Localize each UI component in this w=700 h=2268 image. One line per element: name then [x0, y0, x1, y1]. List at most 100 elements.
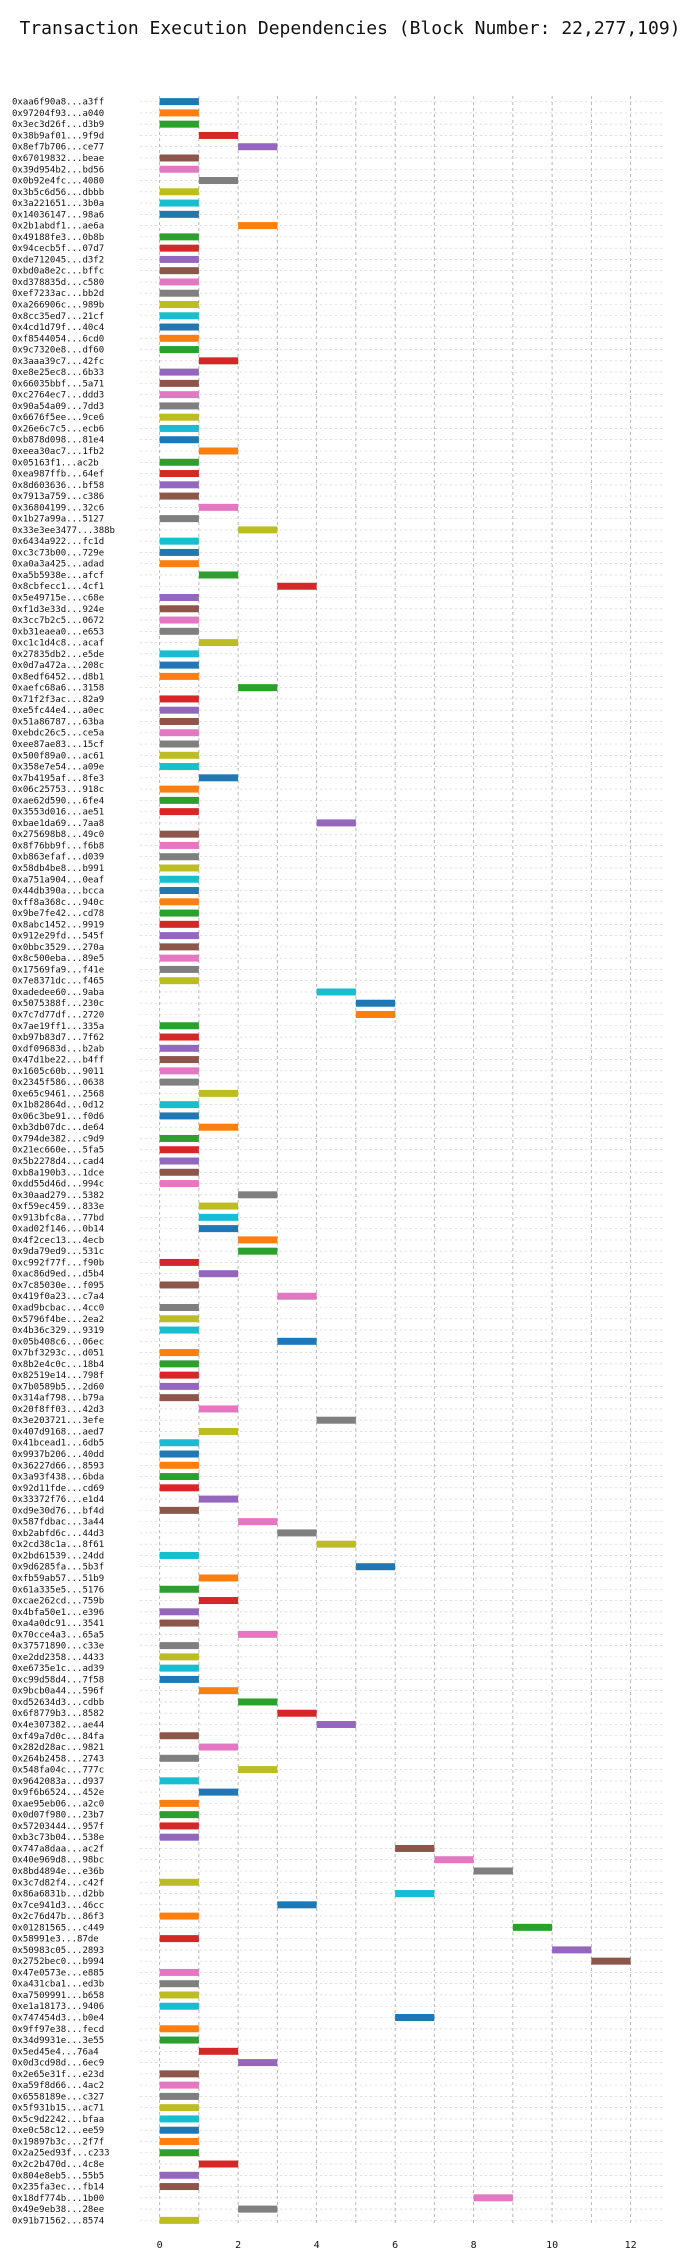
transaction-bar	[159, 2036, 199, 2044]
transaction-label: 0x9d6285fa...5b3f	[12, 1563, 104, 1573]
transaction-label: 0x1605c60b...9011	[12, 1067, 104, 1077]
transaction-bar	[159, 1450, 199, 1458]
transaction-label: 0x2752bec0...b994	[12, 1957, 104, 1967]
transaction-bar	[159, 650, 199, 658]
transaction-label: 0xf59ec459...833e	[12, 1202, 104, 1212]
transaction-bar	[159, 2115, 199, 2123]
transaction-label: 0x06c25753...918c	[12, 785, 104, 795]
transaction-bar	[159, 334, 199, 342]
transaction-label: 0x3a221651...3b0a	[12, 199, 104, 209]
transaction-label: 0x8edf6452...d8b1	[12, 672, 104, 682]
chart-title: Transaction Execution Dependencies (Bloc…	[19, 18, 681, 39]
transaction-label: 0xc992f77f...f90b	[12, 1258, 104, 1268]
transaction-bar	[159, 458, 199, 466]
transaction-bar	[277, 1337, 317, 1345]
transaction-label: 0x358e7e54...a09e	[12, 763, 104, 773]
transaction-label: 0x7c7d77df...2720	[12, 1010, 104, 1020]
transaction-label: 0x86a6831b...d2bb	[12, 1890, 104, 1900]
transaction-bar	[159, 785, 199, 793]
transaction-bar	[238, 1236, 278, 1244]
transaction-label: 0x548fa04c...777c	[12, 1766, 104, 1776]
transaction-bar	[159, 751, 199, 759]
transaction-bar	[198, 1427, 239, 1435]
transaction-bar	[159, 1168, 199, 1176]
transaction-bar	[277, 582, 317, 590]
transaction-bar	[159, 109, 199, 117]
transaction-bar	[159, 2104, 199, 2112]
transaction-bar	[159, 1473, 199, 1481]
transaction-bar	[159, 1044, 199, 1052]
transaction-label: 0x7b0589b5...2d60	[12, 1382, 104, 1392]
transaction-label: 0x747454d3...b0e4	[12, 2014, 104, 2024]
transaction-bar	[198, 447, 239, 455]
transaction-label: 0x7e8371dc...f465	[12, 977, 104, 987]
transaction-label: 0x71f2f3ac...82a9	[12, 695, 104, 705]
transaction-bar	[159, 2025, 199, 2033]
transaction-bar	[159, 627, 199, 635]
transaction-label: 0x17569fa9...f41e	[12, 965, 104, 975]
transaction-label: 0x4f2cec13...4ecb	[12, 1236, 104, 1246]
transaction-bar	[277, 1901, 317, 1909]
transaction-label: 0x419f0a23...c7a4	[12, 1292, 104, 1302]
transaction-bar	[159, 2092, 199, 2100]
transaction-bar	[159, 1585, 199, 1593]
transaction-label: 0xe65c9461...2568	[12, 1089, 104, 1099]
x-tick-label: 4	[314, 2240, 320, 2251]
transaction-label: 0xeea30ac7...1fb2	[12, 447, 104, 457]
transaction-label: 0x3553d016...ae51	[12, 808, 104, 818]
transaction-label: 0xad02f146...0b14	[12, 1225, 104, 1235]
transaction-label: 0x6676f5ee...9ce6	[12, 413, 104, 423]
transaction-label: 0xf1d3e33d...924e	[12, 605, 104, 615]
transaction-bar	[159, 1112, 199, 1120]
transaction-label: 0x30aad279...5382	[12, 1191, 104, 1201]
transaction-label: 0x407d9168...aed7	[12, 1427, 104, 1437]
transaction-label: 0x27835db2...e5de	[12, 650, 104, 660]
transaction-bar	[159, 1732, 199, 1740]
transaction-label: 0x275698b8...49c0	[12, 830, 104, 840]
transaction-bar	[159, 2149, 199, 2157]
transaction-label: 0x58991e3...87de	[12, 1935, 99, 1945]
transaction-bar	[159, 98, 199, 106]
transaction-bar	[316, 819, 356, 827]
transaction-bar	[198, 1788, 239, 1796]
transaction-label: 0x21ec660e...5fa5	[12, 1146, 104, 1156]
transaction-label: 0x5ed45e4...76a4	[12, 2047, 99, 2057]
transaction-bar	[198, 639, 239, 647]
transaction-bar	[159, 1157, 199, 1165]
transaction-label: 0x49188fe3...0b8b	[12, 233, 104, 243]
transaction-bar	[159, 740, 199, 748]
transaction-label: 0x7bf3293c...d051	[12, 1349, 104, 1359]
transaction-bar	[159, 300, 199, 308]
transaction-label: 0xd378835d...c580	[12, 278, 104, 288]
transaction-bar	[159, 1394, 199, 1402]
transaction-bar	[159, 920, 199, 928]
transaction-bar	[159, 1551, 199, 1559]
transaction-label: 0xe5fc44e4...a0ec	[12, 706, 104, 716]
transaction-bar	[159, 481, 199, 489]
transaction-label: 0x40e969d8...98bc	[12, 1856, 104, 1866]
transaction-bar	[159, 2081, 199, 2089]
transaction-bar	[198, 1597, 239, 1605]
transaction-label: 0x19897b3c...2f7f	[12, 2137, 104, 2147]
transaction-label: 0x66035bbf...5a71	[12, 379, 104, 389]
transaction-label: 0xe0c58c12...ee59	[12, 2126, 104, 2136]
transaction-label: 0xe6735e1c...ad39	[12, 1664, 104, 1674]
transaction-bar	[159, 1980, 199, 1988]
transaction-label: 0x47e0573e...e885	[12, 1968, 104, 1978]
transaction-bar	[159, 210, 199, 218]
transaction-bar	[473, 2194, 513, 2202]
transaction-label: 0xac86d9ed...d5b4	[12, 1270, 104, 1280]
transaction-bar	[238, 1191, 278, 1199]
transaction-label: 0xb878d098...81e4	[12, 436, 104, 446]
transaction-bar	[159, 1754, 199, 1762]
transaction-bar	[159, 267, 199, 275]
transaction-bar	[159, 1935, 199, 1943]
transaction-bar	[159, 2171, 199, 2179]
transaction-label: 0xc3c73b00...729e	[12, 548, 104, 558]
transaction-label: 0x33372f76...e1d4	[12, 1495, 104, 1505]
transaction-bar	[159, 2183, 199, 2191]
transaction-label: 0x2a25ed93f...c233	[12, 2149, 110, 2159]
transaction-label: 0x20f8ff03...42d3	[12, 1405, 104, 1415]
transaction-label: 0x9bcb0a44...596f	[12, 1687, 104, 1697]
